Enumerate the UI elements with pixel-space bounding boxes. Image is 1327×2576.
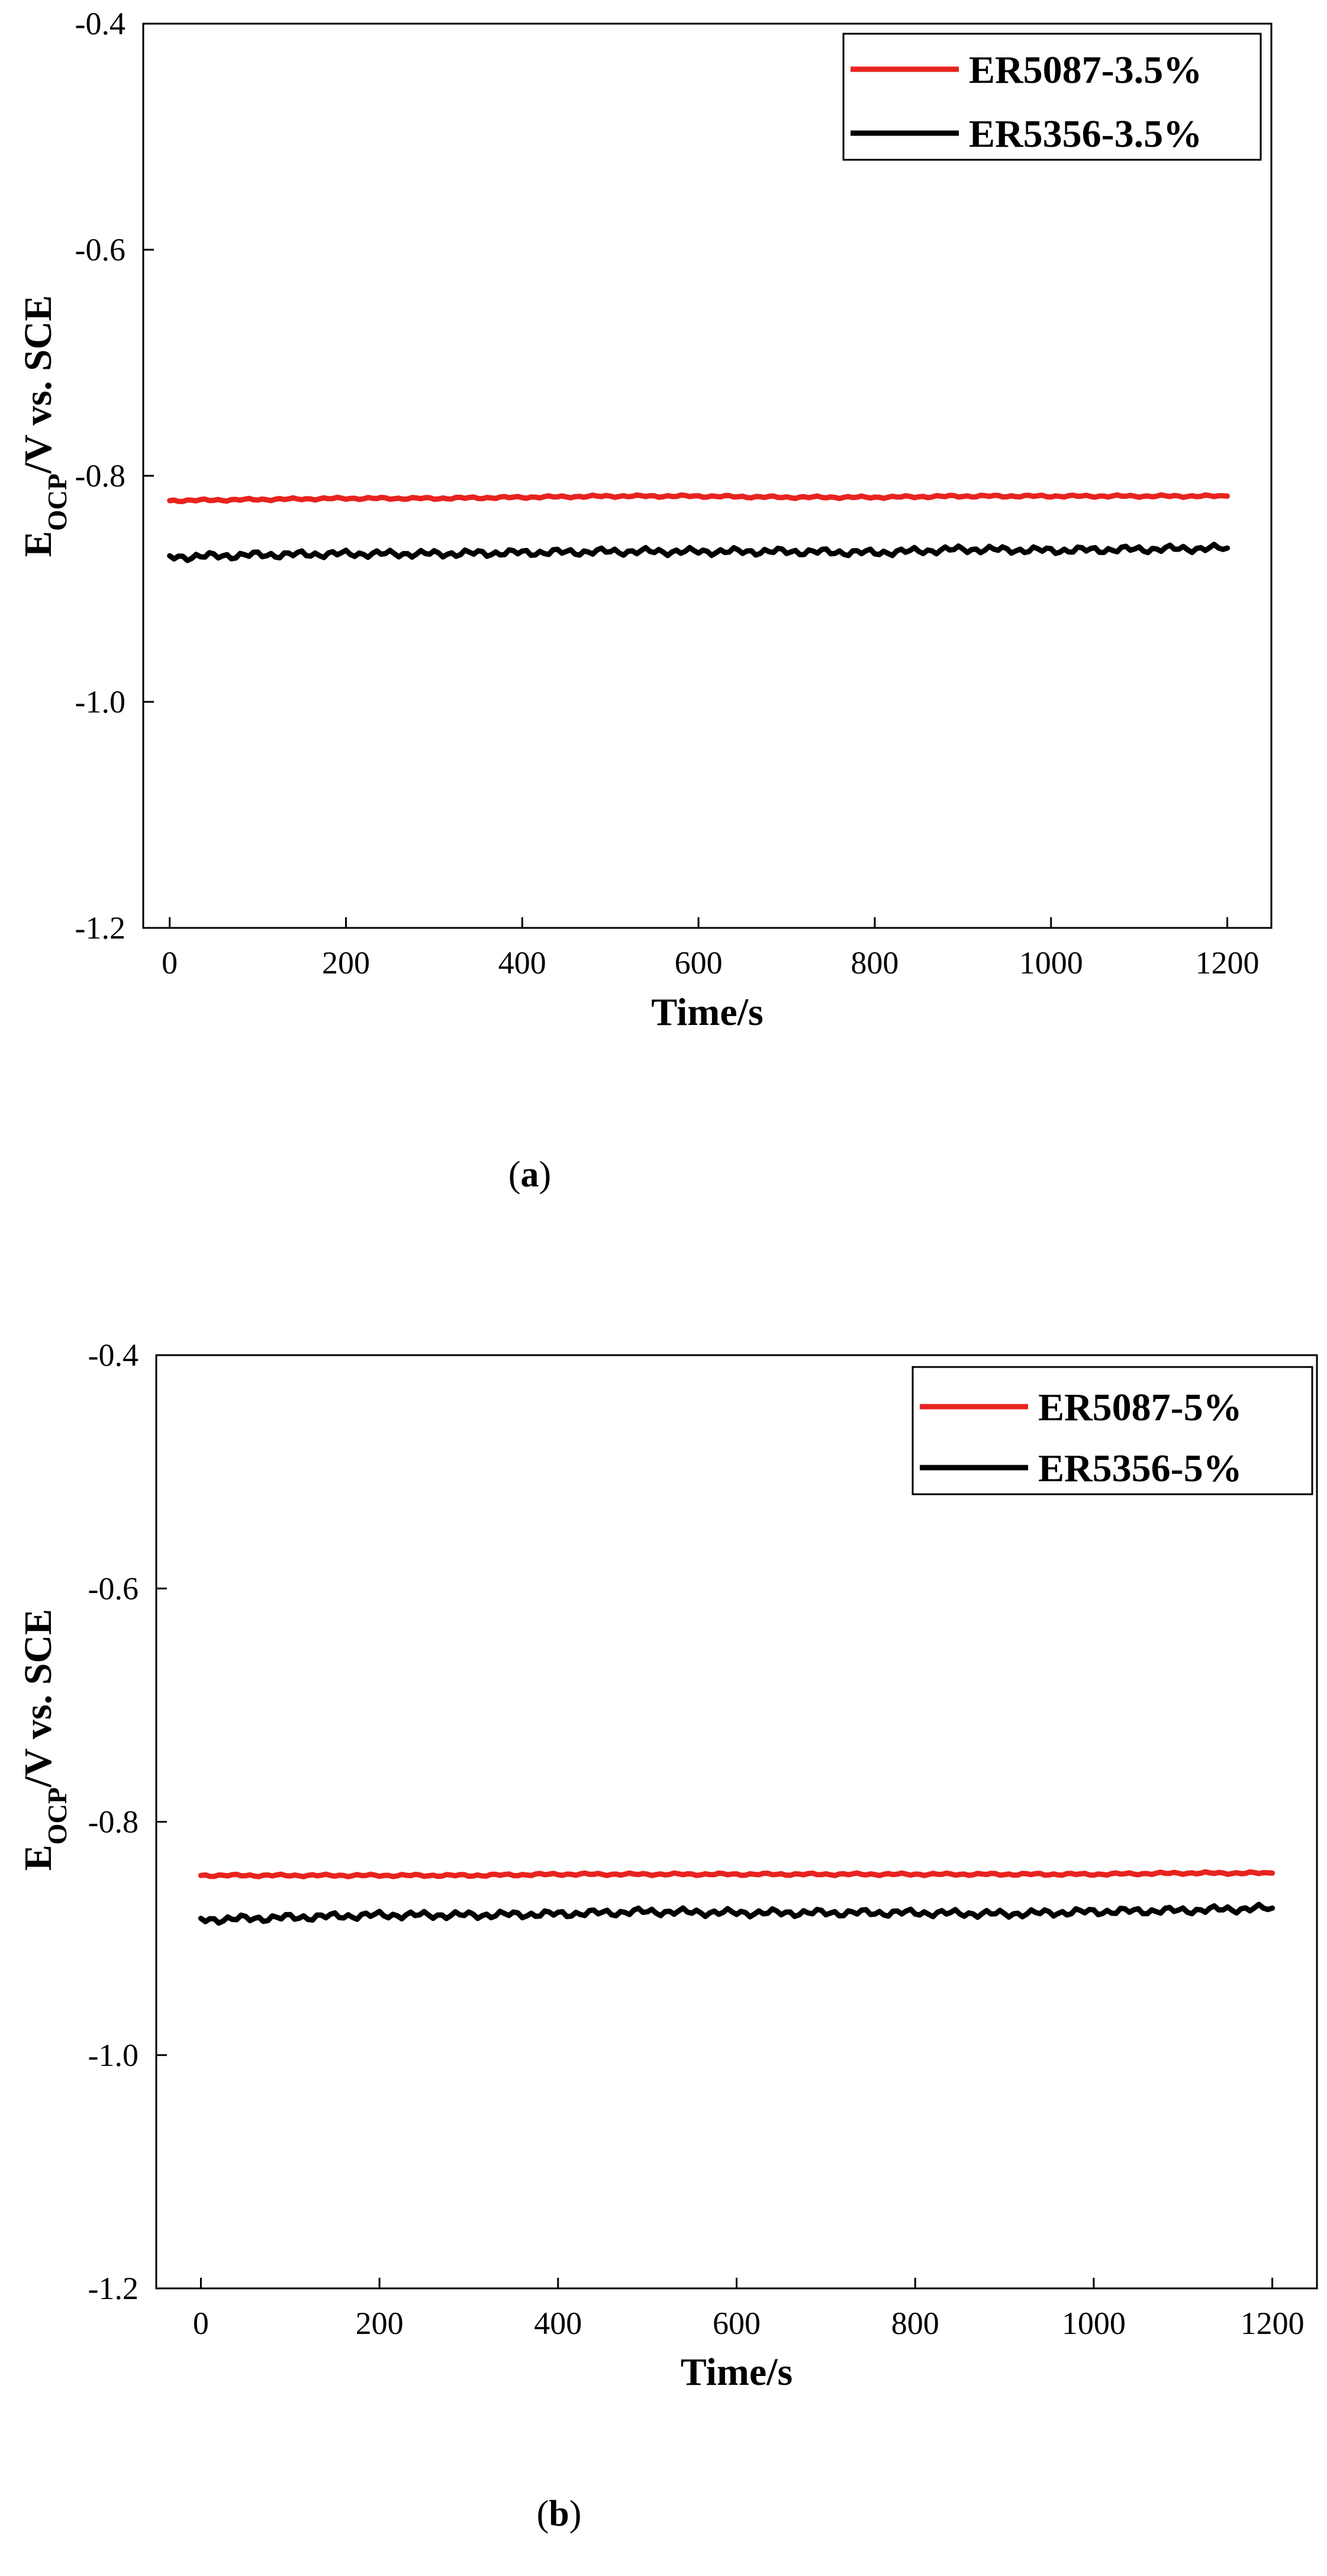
y-axis-title-rest: /V vs. SCE <box>17 295 60 474</box>
y-tick-label: -0.4 <box>88 1337 139 1373</box>
x-tick-label: 200 <box>356 2306 404 2341</box>
y-tick-label: -0.6 <box>75 232 125 267</box>
legend-label-2: ER5356-5% <box>1038 1447 1242 1490</box>
y-tick-label: -1.2 <box>75 910 125 946</box>
legend-box <box>911 1366 1313 1495</box>
x-axis-title: Time/s <box>681 2351 793 2394</box>
chart-panel-b: 0 200 400 600 800 1000 1200 -1.2 -1.0 -0.8 -0.6 -0.… <box>17 1337 1318 2534</box>
x-tick-label: 0 <box>162 945 178 981</box>
panel-label-open-paren: ( <box>508 1155 521 1195</box>
x-tick-label: 600 <box>713 2306 761 2341</box>
panel-label-close-paren: ) <box>539 1155 552 1195</box>
panel-label-open-paren: ( <box>537 2494 549 2534</box>
x-tick-label: 1000 <box>1062 2306 1126 2341</box>
x-tick-label: 200 <box>322 945 370 981</box>
x-tick-label: 1200 <box>1241 2306 1305 2341</box>
x-tick-label: 800 <box>891 2306 939 2341</box>
series-line-2 <box>198 1901 1276 1926</box>
x-tick-label: 0 <box>193 2306 209 2341</box>
y-tick-label: -1.2 <box>88 2271 139 2306</box>
y-tick-label: -0.6 <box>88 1571 139 1606</box>
y-axis-title-main: E <box>17 1845 60 1871</box>
series-line-2 <box>167 541 1230 563</box>
legend-label-1: ER5087-5% <box>1038 1386 1242 1429</box>
y-tick-label: -1.0 <box>75 684 125 720</box>
x-tick-label: 600 <box>675 945 723 981</box>
panel-label: (b) <box>537 2494 582 2534</box>
x-axis-title: Time/s <box>651 991 763 1034</box>
x-tick-label: 400 <box>498 945 546 981</box>
series-line-1 <box>167 492 1230 504</box>
legend-box <box>842 33 1262 161</box>
panel-label: (a) <box>508 1155 551 1195</box>
y-tick-label: -0.8 <box>75 458 125 494</box>
chart-panel-a: 0 200 400 600 800 1000 1200 -1.2 -1.0 -0.8 -0.6 -0.… <box>17 6 1273 1195</box>
y-tick-label: -0.8 <box>88 1804 139 1840</box>
x-tick-label: 1200 <box>1196 945 1260 981</box>
x-tick-label: 800 <box>851 945 898 981</box>
panel-label-letter: b <box>549 2494 569 2534</box>
panel-label-letter: a <box>521 1155 539 1195</box>
y-axis-title-subscript: OCP <box>42 1787 72 1845</box>
legend-label-2: ER5356-3.5% <box>969 112 1202 156</box>
series-line-1 <box>198 1869 1276 1879</box>
y-axis-title-subscript: OCP <box>42 473 72 531</box>
y-axis-title: EOCP/V vs. SCE <box>17 295 72 557</box>
y-tick-label: -1.0 <box>88 2037 139 2073</box>
y-axis-title-rest: /V vs. SCE <box>17 1609 60 1788</box>
y-axis-title-main: E <box>17 531 60 557</box>
plot-frame <box>155 1354 1318 2290</box>
y-tick-label: -0.4 <box>75 6 125 41</box>
legend-label-1: ER5087-3.5% <box>969 49 1202 92</box>
x-tick-label: 1000 <box>1019 945 1083 981</box>
y-axis-title: EOCP/V vs. SCE <box>17 1609 72 1871</box>
x-tick-label: 400 <box>534 2306 582 2341</box>
panel-label-close-paren: ) <box>569 2494 582 2534</box>
